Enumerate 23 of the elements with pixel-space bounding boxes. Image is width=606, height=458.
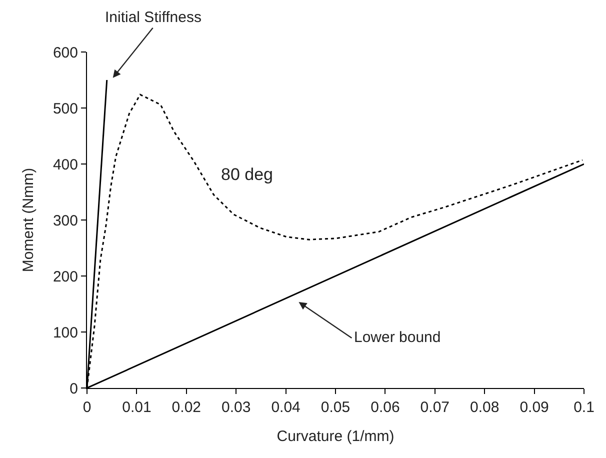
x-tick-label: 0.06 bbox=[370, 399, 400, 416]
x-axis-title: Curvature (1/mm) bbox=[276, 428, 394, 445]
y-tick-label: 100 bbox=[52, 324, 78, 342]
y-axis-title: Moment (Nmm) bbox=[20, 168, 38, 272]
x-tick-label: 0.05 bbox=[320, 399, 350, 416]
text: Initial Stiffness bbox=[105, 9, 202, 26]
y-tick-label: 200 bbox=[52, 268, 78, 286]
y-tick-label: 400 bbox=[52, 156, 78, 174]
y-tick-label: 300 bbox=[52, 212, 78, 230]
annotation: Lower bound bbox=[354, 329, 441, 346]
x-tick-label: 0.01 bbox=[122, 399, 152, 416]
x-tick-label: 0.03 bbox=[222, 399, 251, 416]
y-tick-label: 0 bbox=[70, 380, 78, 398]
x-tick-label: 0.04 bbox=[271, 399, 300, 416]
y-tick-label: 500 bbox=[52, 100, 78, 118]
x-tick-label: 0.1 bbox=[574, 399, 594, 416]
x-tick-label: 0.02 bbox=[172, 399, 201, 416]
x-tick-label: 0.07 bbox=[420, 399, 450, 416]
y-tick-label: 600 bbox=[52, 44, 78, 62]
x-tick-label: 0 bbox=[82, 399, 92, 416]
x-tick-label: 0.08 bbox=[470, 399, 500, 416]
annotation: 80 deg bbox=[221, 165, 273, 184]
x-tick-label: 0.09 bbox=[520, 399, 549, 416]
